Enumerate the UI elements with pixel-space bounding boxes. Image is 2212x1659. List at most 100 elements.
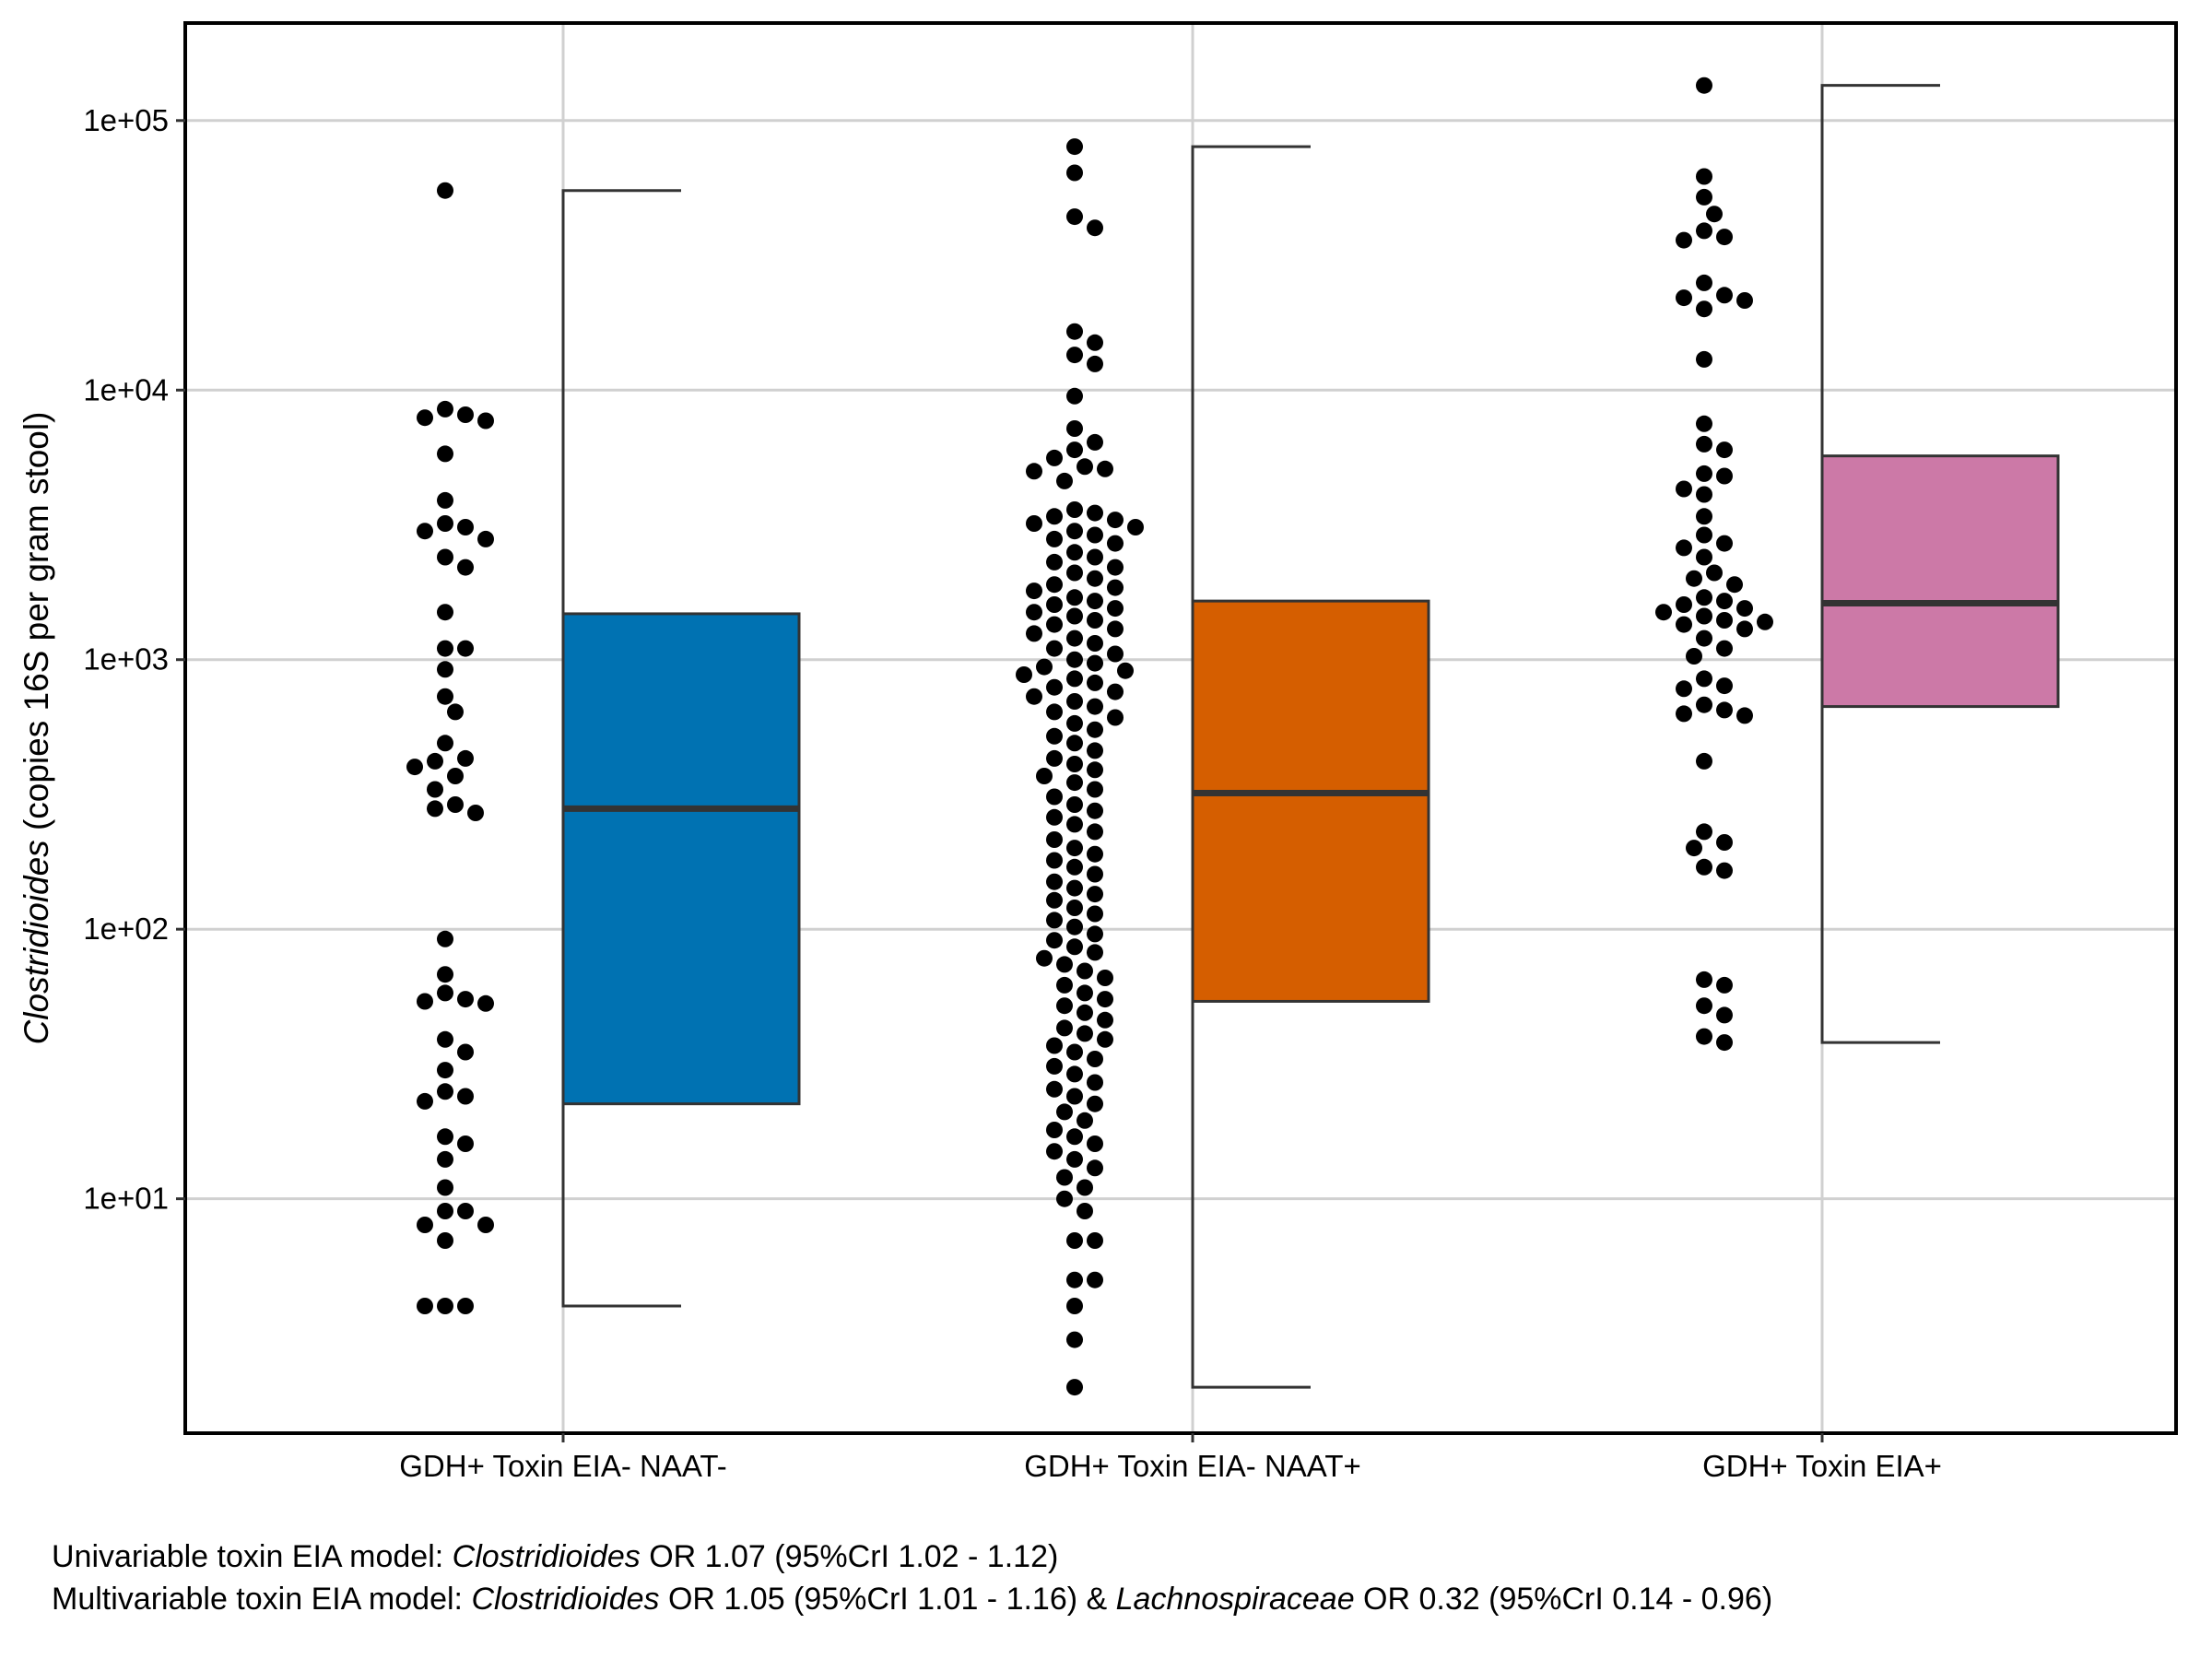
data-point — [1696, 971, 1712, 988]
data-point — [1087, 823, 1103, 841]
data-point — [1066, 1150, 1083, 1168]
data-point — [1696, 465, 1712, 482]
data-point — [1077, 1025, 1093, 1042]
data-point — [1066, 323, 1083, 340]
data-point — [1066, 501, 1083, 518]
box-rect — [1191, 599, 1430, 1003]
data-point — [437, 604, 453, 621]
data-point — [1066, 420, 1083, 437]
y-tick-label: 1e+05 — [83, 103, 169, 137]
y-axis-label-italic: Clostridioides — [18, 840, 55, 1044]
data-point — [1066, 387, 1083, 405]
data-point — [1087, 698, 1103, 715]
data-point — [467, 805, 484, 821]
data-point — [1757, 613, 1773, 630]
caption-2-text-e: OR 0.32 (95%CrI 0.14 - 0.96) — [1354, 1582, 1773, 1617]
data-point — [1087, 1051, 1103, 1067]
data-point — [437, 400, 453, 418]
data-point — [1087, 674, 1103, 691]
data-point — [417, 1298, 433, 1314]
caption-1-text-a: Univariable toxin EIA model: — [52, 1539, 453, 1574]
data-point — [1087, 433, 1103, 451]
data-point — [1087, 802, 1103, 819]
data-point — [437, 1030, 453, 1048]
data-point — [427, 752, 443, 770]
data-point — [1696, 415, 1712, 432]
data-point — [417, 409, 433, 427]
data-point — [1716, 612, 1733, 629]
data-point — [1696, 629, 1712, 647]
data-point — [1077, 962, 1093, 980]
data-point — [1706, 206, 1723, 223]
data-point — [1066, 1379, 1083, 1396]
data-point — [1087, 570, 1103, 587]
data-point — [1087, 721, 1103, 738]
data-point — [477, 412, 494, 429]
data-point — [1046, 703, 1063, 721]
data-point — [1087, 865, 1103, 883]
data-points — [406, 76, 1773, 1396]
data-point — [1066, 1128, 1083, 1146]
axes: 1e+01 1e+02 1e+03 1e+04 1e+05 GDH+ Toxin EIA-… — [83, 21, 2178, 1483]
data-point — [1696, 300, 1712, 318]
data-point — [447, 703, 464, 721]
data-point — [1036, 768, 1053, 784]
data-point — [437, 930, 453, 947]
data-point — [1046, 749, 1063, 767]
data-point — [1026, 625, 1042, 642]
data-point — [1686, 840, 1702, 857]
data-point — [1066, 629, 1083, 647]
data-point — [1066, 879, 1083, 897]
data-point — [1046, 873, 1063, 890]
data-point — [1046, 1037, 1063, 1054]
data-point — [1046, 831, 1063, 848]
data-point — [417, 1092, 433, 1110]
data-point — [1056, 1019, 1073, 1037]
data-point — [1097, 460, 1113, 477]
data-point — [1066, 564, 1083, 582]
data-point — [1026, 604, 1042, 621]
data-point — [1087, 1095, 1103, 1112]
data-point — [1066, 900, 1083, 916]
data-point — [1046, 678, 1063, 696]
data-point — [1066, 918, 1083, 935]
data-point — [1066, 1043, 1083, 1061]
data-point — [1036, 658, 1053, 676]
data-point — [1696, 752, 1712, 770]
data-point — [1107, 683, 1124, 700]
data-point — [417, 523, 433, 540]
data-point — [1087, 886, 1103, 903]
data-point — [1097, 991, 1113, 1008]
data-point — [457, 1298, 474, 1314]
data-point — [1686, 570, 1702, 587]
data-point — [1716, 535, 1733, 552]
data-point — [1107, 620, 1124, 638]
data-point — [1026, 463, 1042, 480]
data-point — [1107, 709, 1124, 726]
data-point — [1046, 1143, 1063, 1160]
data-point — [1066, 1331, 1083, 1348]
data-point — [457, 991, 474, 1008]
data-point — [1046, 596, 1063, 613]
data-point — [1736, 707, 1753, 724]
data-point — [1716, 287, 1733, 304]
data-point — [1676, 705, 1692, 723]
data-point — [457, 749, 474, 767]
data-point — [437, 1298, 453, 1314]
data-point — [1676, 680, 1692, 698]
data-point — [1056, 997, 1073, 1015]
data-point — [1056, 1169, 1073, 1186]
data-point — [1696, 696, 1712, 713]
data-point — [1066, 208, 1083, 226]
data-point — [1077, 1203, 1093, 1219]
data-point — [1716, 862, 1733, 879]
data-point — [1066, 589, 1083, 606]
data-point — [1026, 688, 1042, 705]
data-point — [1716, 677, 1733, 695]
caption-2-text-c: OR 1.05 (95%CrI 1.01 - 1.16) & — [659, 1582, 1116, 1617]
data-point — [1066, 164, 1083, 182]
data-point — [1087, 612, 1103, 629]
data-point — [477, 530, 494, 547]
data-point — [1716, 1034, 1733, 1052]
data-point — [1716, 701, 1733, 719]
